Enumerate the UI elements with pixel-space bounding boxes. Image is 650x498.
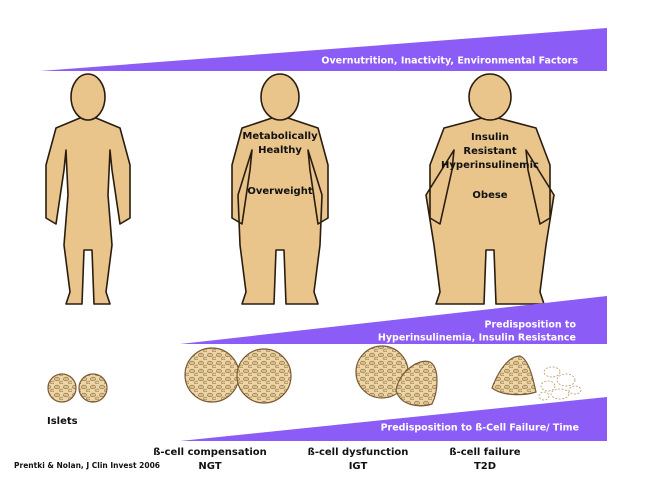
top-wedge-label: Overnutrition, Inactivity, Environmental… — [321, 56, 578, 67]
islets-label: Islets — [47, 416, 78, 427]
stage-name: ß-cell dysfunction — [308, 447, 409, 458]
figure-line: Metabolically — [242, 131, 318, 142]
figure-line: Resistant — [463, 146, 516, 157]
citation: Prentki & Nolan, J Clin Invest 2006 — [14, 461, 160, 470]
middle-wedge-label: Hyperinsulinemia, Insulin Resistance — [378, 333, 576, 344]
figure-head — [260, 73, 300, 121]
bottom-wedge-label: Predisposition to ß-Cell Failure/ Time — [381, 423, 579, 434]
figure-status: Overweight — [247, 186, 312, 197]
stage-name: ß-cell compensation — [153, 447, 267, 458]
middle-wedge-label: Predisposition to — [484, 320, 576, 331]
stage-code: NGT — [198, 461, 221, 472]
figure-body — [45, 117, 131, 305]
islets — [47, 345, 582, 407]
stage-code: T2D — [474, 461, 496, 472]
figure-body — [231, 117, 329, 305]
figure-body — [425, 117, 555, 305]
figure-head — [70, 73, 106, 121]
figure-line: Insulin — [471, 132, 509, 143]
middle-wedge — [180, 296, 607, 344]
stage-code: IGT — [349, 461, 368, 472]
figure-status: Obese — [472, 190, 507, 201]
stage-name: ß-cell failure — [449, 447, 520, 458]
top-wedge — [40, 28, 607, 71]
bottom-wedge — [180, 397, 607, 441]
figure-line: Hyperinsulinemic — [441, 160, 539, 171]
figure-head — [468, 73, 512, 121]
figure-line: Healthy — [258, 145, 302, 156]
